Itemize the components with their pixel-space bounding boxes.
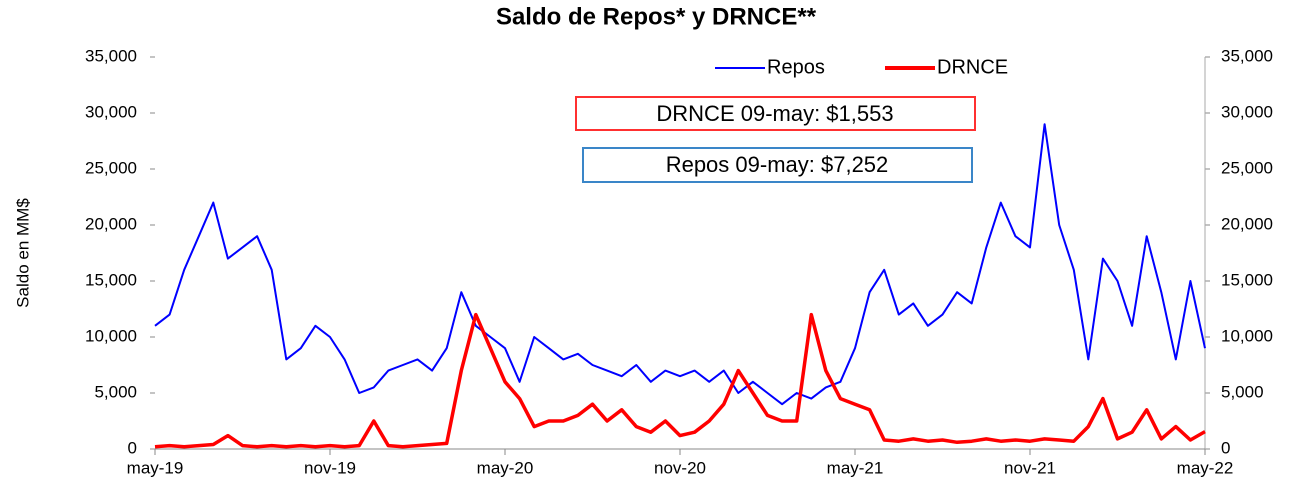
- y2-tick-label: 30,000: [1221, 102, 1273, 121]
- y2-tick-label: 35,000: [1221, 46, 1273, 65]
- x-tick-label: may-20: [477, 458, 534, 477]
- legend-label: Repos: [767, 56, 825, 78]
- y2-tick-label: 15,000: [1221, 270, 1273, 289]
- annotation: Repos 09-may: $7,252: [666, 152, 889, 177]
- annotation: DRNCE 09-may: $1,553: [656, 101, 893, 126]
- y-tick-label: 35,000: [85, 46, 137, 65]
- line-series: [154, 123, 1206, 406]
- y-axis-label: Saldo en MM$: [13, 198, 32, 308]
- y-tick-label: 5,000: [94, 382, 137, 401]
- x-tick-label: may-19: [127, 458, 184, 477]
- y2-tick-label: 20,000: [1221, 214, 1273, 233]
- x-tick-label: nov-19: [304, 458, 356, 477]
- x-tick-label: nov-21: [1004, 458, 1056, 477]
- y-tick-label: 25,000: [85, 158, 137, 177]
- legend-label: DRNCE: [937, 56, 1008, 78]
- x-tick-label: may-21: [827, 458, 884, 477]
- annotation-box: [582, 147, 973, 183]
- annotation-box: [575, 96, 976, 131]
- y-tick-label: 30,000: [85, 102, 137, 121]
- y2-tick-label: 5,000: [1221, 382, 1264, 401]
- x-tick-label: nov-20: [654, 458, 706, 477]
- x-tick-label: may-22: [1177, 458, 1234, 477]
- chart-title: Saldo de Repos* y DRNCE**: [496, 3, 817, 30]
- line-series: [154, 312, 1206, 449]
- y-tick-label: 15,000: [85, 270, 137, 289]
- y2-tick-label: 25,000: [1221, 158, 1273, 177]
- y-tick-label: 0: [128, 438, 137, 457]
- y2-tick-label: 10,000: [1221, 326, 1273, 345]
- y-tick-label: 20,000: [85, 214, 137, 233]
- y2-tick-label: 0: [1221, 438, 1230, 457]
- y-tick-label: 10,000: [85, 326, 137, 345]
